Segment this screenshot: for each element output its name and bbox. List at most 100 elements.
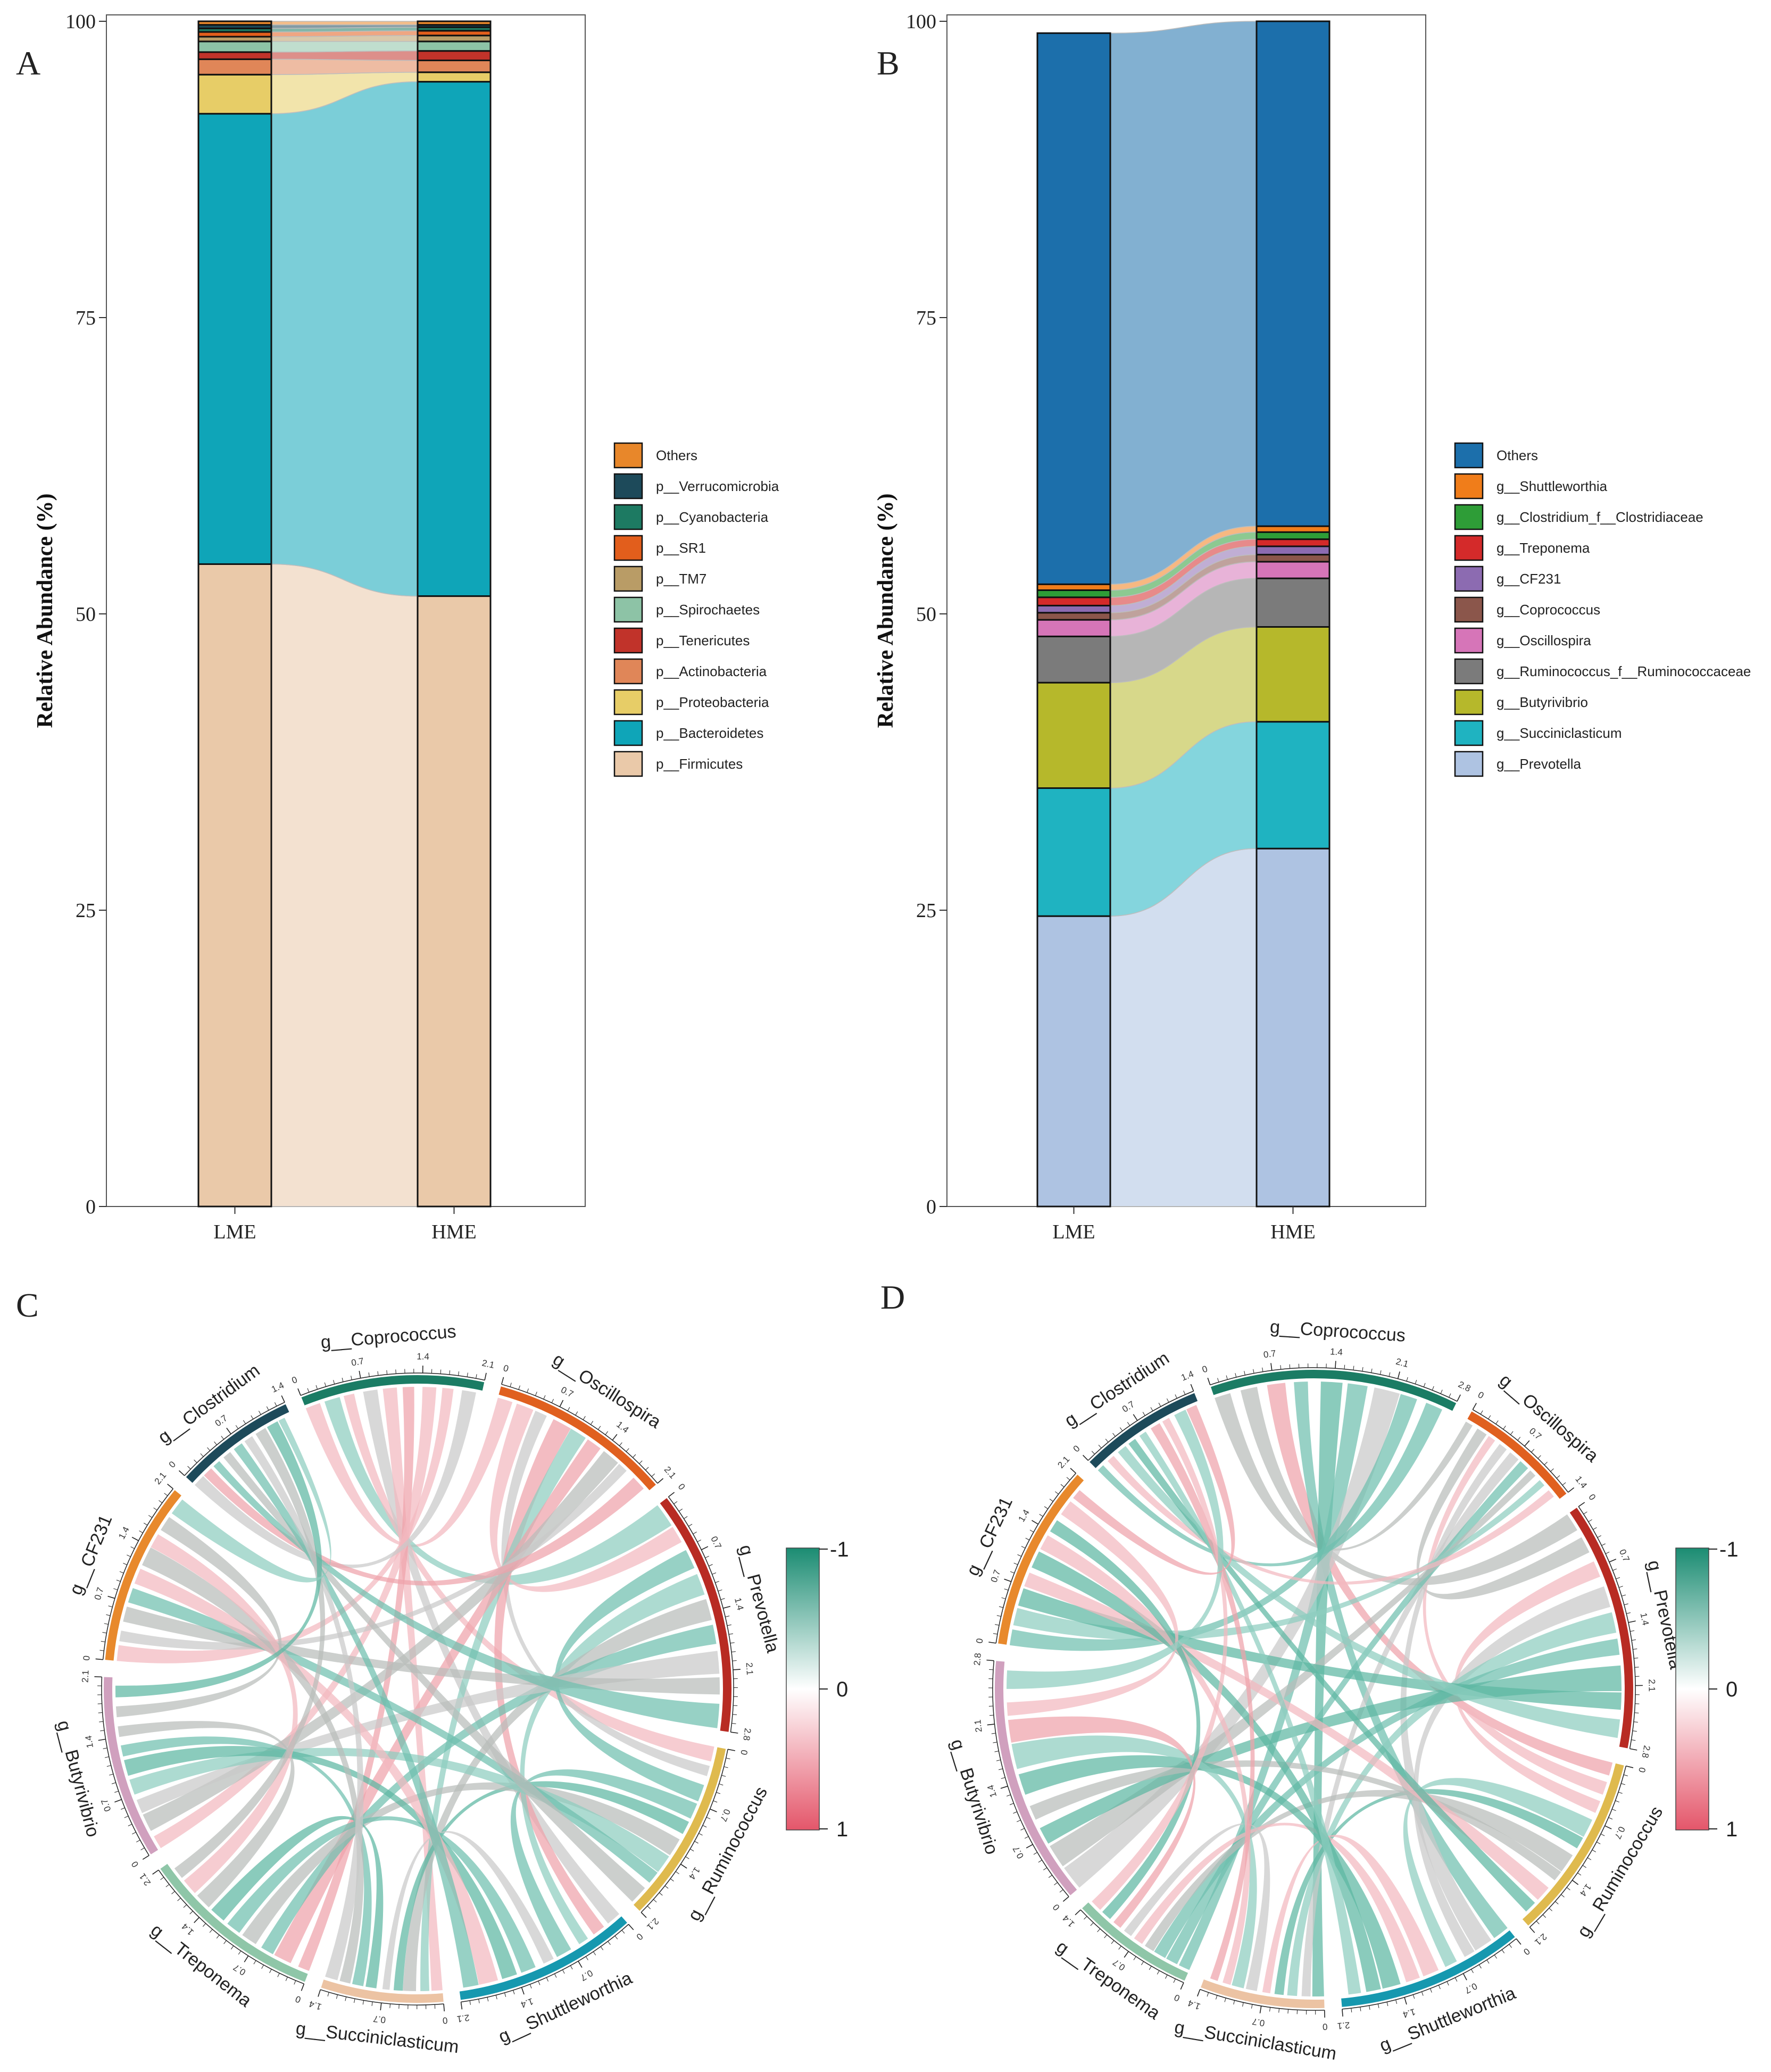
panel-d-sector-0-tick-25 (1432, 1386, 1434, 1391)
panel-d-sector-7-tick-9 (1020, 1828, 1025, 1830)
panel-c-sector-0-tick-21 (484, 1372, 487, 1380)
panel-c-chord-17 (554, 1550, 704, 1802)
panel-c-sector-0-tick-6 (351, 1376, 352, 1380)
panel-c-sector-4-tick-label-3: 2.1 (456, 2012, 470, 2024)
panel-d-sector-8-tick-label-1: 0.7 (989, 1568, 1003, 1584)
panel-c-sector-5 (321, 1979, 444, 2003)
panel-d-sector-8-tick-18 (1055, 1491, 1059, 1495)
panel-d-sector-6-tick-3 (1157, 1970, 1160, 1975)
panel-c-sector-1-tick-12 (597, 1426, 601, 1430)
panel-c-sector-axis-0 (300, 1372, 485, 1396)
panel-c-sector-3-tick-14 (680, 1863, 687, 1869)
panel-c-sector-2-tick-9 (708, 1564, 713, 1567)
panel-d-sector-label-6: g__Treponema (1053, 1936, 1164, 2024)
panel-c-sector-2-tick-14 (723, 1605, 731, 1609)
panel-d-sector-6-tick-1 (1173, 1978, 1176, 1983)
panel-d-sector-2-tick-11 (1622, 1594, 1626, 1596)
panel-c-sector-0-tick-20 (476, 1374, 477, 1379)
panel-d-sector-5-tick-11 (1224, 1998, 1226, 2002)
panel-c-colorbar-label-bottom: 1 (836, 1818, 848, 1841)
panel-d-sector-7-tick-7 (1026, 1844, 1033, 1849)
panel-c-sector-4-tick-0 (628, 1924, 634, 1930)
panel-b-bar-hme-segment-5 (1256, 554, 1331, 563)
panel-d-sector-7 (994, 1661, 1077, 1895)
panel-c-sector-1-tick-label-1: 0.7 (559, 1385, 575, 1400)
panel-d-sector-3-tick-4 (1615, 1800, 1620, 1803)
panel-c-sector-axis-6 (158, 1869, 304, 1984)
panel-d-sector-7-tick-0 (1062, 1896, 1069, 1902)
panel-c-sector-9-tick-3 (200, 1453, 204, 1457)
panel-c-sector-1-tick-4 (535, 1392, 537, 1396)
panel-c-sector-9-tick-11 (259, 1411, 261, 1415)
panel-d-sector-1-tick-5 (1510, 1431, 1514, 1435)
panel-d-sector-8-tick-5 (1001, 1597, 1006, 1600)
panel-d-sector-3-tick-13 (1577, 1873, 1582, 1876)
panel-c-chord-21 (136, 1651, 720, 1813)
panel-c-sector-4-tick-label-0: 0 (634, 1931, 645, 1942)
panel-c-sector-1-tick-13 (605, 1431, 608, 1435)
panel-c-sector-3-tick-11 (694, 1841, 699, 1844)
panel-c-sector-0-tick-label-1: 0.7 (351, 1356, 365, 1368)
panel-b-legend-swatch-9 (1454, 720, 1484, 746)
panel-d-sector-2-tick-1 (1583, 1511, 1587, 1515)
panel-d-sector-axis-8 (995, 1472, 1076, 1644)
panel-a-bar-lme-segment-5 (197, 40, 272, 53)
panel-c-sector-1-tick-19 (645, 1467, 649, 1470)
panel-d-sector-4-tick-14 (1404, 1997, 1407, 2005)
panel-c-sector-3 (634, 1747, 726, 1911)
panel-d-sector-6-tick-label-1: 0.7 (1111, 1957, 1127, 1973)
panel-d-sector-1-tick-label-2: 1.4 (1573, 1474, 1589, 1490)
panel-d-sector-4-tick-2 (1501, 1949, 1505, 1953)
panel-a-bar-lme-segment-10 (197, 20, 272, 26)
panel-d-chord-22 (1018, 1588, 1622, 1710)
panel-d-sector-4-tick-label-2: 1.4 (1402, 2007, 1417, 2020)
panel-a-legend-swatch-5 (613, 596, 643, 623)
panel-d-sector-8-tick-13 (1029, 1529, 1034, 1533)
panel-a-legend-label-10: p__Firmicutes (656, 756, 743, 772)
panel-c-sector-2-tick-28 (730, 1732, 738, 1734)
panel-b-legend-swatch-8 (1454, 689, 1484, 715)
panel-d-sector-7-tick-13 (1006, 1794, 1011, 1796)
panel-c-sector-5-tick-13 (327, 1992, 329, 1996)
panel-c-sector-8-tick-label-0: 0 (81, 1655, 92, 1661)
panel-d-sector-0 (1211, 1369, 1457, 1411)
panel-d-sector-9-tick-7 (1133, 1414, 1138, 1421)
panel-c-sector-7-tick-label-1: 0.7 (99, 1798, 113, 1813)
panel-d-sector-2-tick-7 (1609, 1559, 1617, 1563)
panel-c-sector-1 (498, 1386, 656, 1491)
panel-c-sector-2-tick-4 (688, 1524, 693, 1527)
panel-d-sector-8-tick-8 (1010, 1571, 1015, 1574)
panel-b-flow-10 (1110, 21, 1257, 585)
panel-d-sector-4-tick-19 (1360, 2007, 1361, 2011)
panel-d-sector-2-tick-label-3: 2.1 (1647, 1679, 1657, 1692)
panel-c-sector-2-tick-7 (701, 1546, 709, 1551)
panel-d-sector-5-tick-12 (1216, 1995, 1218, 2000)
panel-d-sector-1-tick-2 (1488, 1415, 1491, 1419)
panel-c-sector-6-tick-3 (277, 1973, 280, 1977)
panel-c-chord-22 (123, 1607, 720, 1695)
panel-d-sector-1-tick-12 (1556, 1475, 1560, 1479)
panel-d-sector-5-tick-10 (1233, 2000, 1235, 2005)
panel-a-legend-label-5: p__Spirochaetes (656, 602, 760, 618)
panel-d-sector-0-tick-label-4: 2.8 (1457, 1379, 1473, 1394)
panel-c-sector-0-tick-0 (297, 1388, 301, 1396)
panel-d-sector-2-tick-4 (1597, 1535, 1601, 1538)
panel-d-sector-4-tick-label-3: 2.1 (1337, 2020, 1350, 2031)
panel-d-chord-18 (1413, 1586, 1610, 1957)
panel-d-chord-17 (1454, 1561, 1601, 1813)
panel-d-sector-7-tick-10 (1017, 1819, 1021, 1823)
panel-d-sector-label-1: g__Oscillospira (1495, 1370, 1602, 1466)
panel-c-sector-8-tick-14 (131, 1536, 139, 1541)
panel-c-sector-1-tick-18 (639, 1460, 643, 1464)
panel-c-sector-2-tick-27 (731, 1722, 736, 1724)
panel-d-sector-7-tick-label-3: 2.1 (972, 1719, 984, 1733)
panel-c-sector-0 (301, 1375, 485, 1405)
panel-c-sector-axis-8 (102, 1488, 173, 1660)
panel-a-legend-swatch-9 (613, 720, 643, 746)
panel-d-sector-4-tick-label-1: 0.7 (1463, 1981, 1479, 1996)
panel-a-bar-lme-segment-2 (197, 73, 272, 115)
panel-c-sector-0-tick-7 (359, 1370, 361, 1378)
panel-d-sector-4-tick-21 (1342, 2009, 1343, 2017)
panel-d-sector-3-tick-14 (1572, 1879, 1579, 1885)
panel-d-sector-7-tick-label-2: 1.4 (985, 1784, 999, 1799)
